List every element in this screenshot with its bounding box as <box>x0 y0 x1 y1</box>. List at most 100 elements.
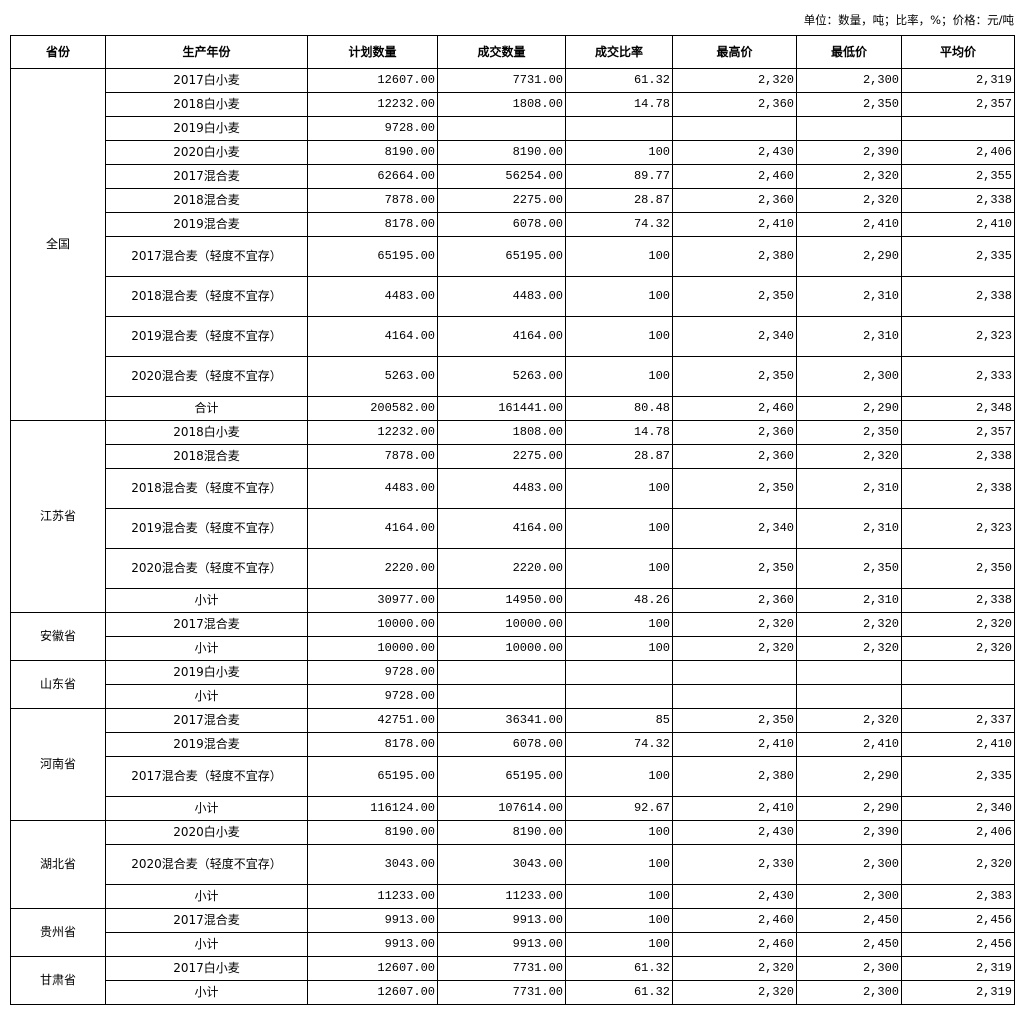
avg-price-cell: 2,319 <box>901 956 1015 981</box>
min-price-cell: 2,350 <box>796 92 902 117</box>
year-cell: 2018混合麦 <box>105 188 308 213</box>
planned-cell: 8178.00 <box>307 212 438 237</box>
year-cell: 2018混合麦（轻度不宜存） <box>105 276 308 317</box>
table-row: 贵州省 2017混合麦 9913.00 9913.00 100 2,460 2,450 2,4… <box>10 908 1015 957</box>
traded-cell: 3043.00 <box>437 844 566 885</box>
ratio-cell: 89.77 <box>565 164 673 189</box>
min-price-cell: 2,410 <box>796 212 902 237</box>
planned-cell: 7878.00 <box>307 444 438 469</box>
province-cell: 贵州省 <box>10 908 106 957</box>
max-price-cell: 2,410 <box>672 796 797 821</box>
planned-cell: 9728.00 <box>307 684 438 709</box>
avg-price-cell <box>901 660 1015 685</box>
year-cell: 小计 <box>105 884 308 909</box>
avg-price-cell: 2,338 <box>901 588 1015 613</box>
planned-cell: 2220.00 <box>307 548 438 589</box>
max-price-cell: 2,320 <box>672 980 797 1005</box>
table-row: 小计 9728.00 <box>11 684 1015 709</box>
table-row: 小计 12607.00 7731.00 61.32 2,320 2,300 2,319 <box>11 980 1015 1005</box>
traded-cell <box>437 116 566 141</box>
planned-cell: 4483.00 <box>307 276 438 317</box>
avg-price-cell: 2,323 <box>901 508 1015 549</box>
planned-cell: 8178.00 <box>307 732 438 757</box>
traded-cell: 1808.00 <box>437 92 566 117</box>
avg-price-cell: 2,406 <box>901 820 1015 845</box>
min-price-cell: 2,290 <box>796 796 902 821</box>
ratio-cell: 100 <box>565 236 673 277</box>
ratio-cell: 100 <box>565 548 673 589</box>
avg-price-cell: 2,456 <box>901 908 1015 933</box>
min-price-cell: 2,320 <box>796 164 902 189</box>
year-cell: 小计 <box>105 980 308 1005</box>
ratio-cell: 28.87 <box>565 188 673 213</box>
traded-cell: 107614.00 <box>437 796 566 821</box>
max-price-cell: 2,350 <box>672 356 797 397</box>
table-row: 2019混合麦 8178.00 6078.00 74.32 2,410 2,410 2,41… <box>11 732 1015 757</box>
avg-price-cell: 2,335 <box>901 756 1015 797</box>
min-price-cell: 2,300 <box>796 956 902 981</box>
avg-price-cell: 2,338 <box>901 276 1015 317</box>
max-price-cell: 2,430 <box>672 884 797 909</box>
province-cell: 湖北省 <box>10 820 106 909</box>
year-cell: 2017混合麦 <box>105 708 308 733</box>
max-price-cell: 2,350 <box>672 468 797 509</box>
table-row: 2018混合麦（轻度不宜存） 4483.00 4483.00 100 2,350 2,31… <box>11 276 1015 317</box>
planned-cell: 4164.00 <box>307 316 438 357</box>
table-row: 2019混合麦（轻度不宜存） 4164.00 4164.00 100 2,340 2,31… <box>11 316 1015 357</box>
planned-cell: 9728.00 <box>307 116 438 141</box>
max-price-cell: 2,430 <box>672 820 797 845</box>
table-row: 合计 200582.00 161441.00 80.48 2,460 2,290 2,348 <box>11 396 1015 421</box>
planned-cell: 12607.00 <box>307 68 438 93</box>
table-row: 2020混合麦（轻度不宜存） 2220.00 2220.00 100 2,350 2,35… <box>11 548 1015 589</box>
min-price-cell: 2,290 <box>796 756 902 797</box>
planned-cell: 12607.00 <box>307 956 438 981</box>
min-price-cell: 2,300 <box>796 980 902 1005</box>
year-cell: 小计 <box>105 636 308 661</box>
max-price-cell: 2,360 <box>672 444 797 469</box>
max-price-cell: 2,460 <box>672 396 797 421</box>
min-price-cell: 2,290 <box>796 396 902 421</box>
year-cell: 2017白小麦 <box>105 956 308 981</box>
min-price-cell: 2,290 <box>796 236 902 277</box>
table-row: 甘肃省 2017白小麦 12607.00 7731.00 61.32 2,320 2,300… <box>10 956 1015 1005</box>
avg-price-cell: 2,350 <box>901 548 1015 589</box>
planned-cell: 3043.00 <box>307 844 438 885</box>
traded-cell: 65195.00 <box>437 756 566 797</box>
planned-cell: 9913.00 <box>307 908 438 933</box>
ratio-cell: 100 <box>565 844 673 885</box>
table-row: 江苏省 2018白小麦 12232.00 1808.00 14.78 2,360 2,350… <box>10 420 1015 613</box>
year-cell: 2018混合麦（轻度不宜存） <box>105 468 308 509</box>
avg-price-cell: 2,320 <box>901 612 1015 637</box>
planned-cell: 65195.00 <box>307 756 438 797</box>
max-price-cell: 2,360 <box>672 92 797 117</box>
planned-cell: 116124.00 <box>307 796 438 821</box>
ratio-cell: 100 <box>565 612 673 637</box>
ratio-cell: 100 <box>565 756 673 797</box>
header-planned: 计划数量 <box>307 35 438 69</box>
traded-cell <box>437 684 566 709</box>
min-price-cell: 2,320 <box>796 708 902 733</box>
province-cell: 全国 <box>10 68 106 421</box>
year-cell: 2018白小麦 <box>105 92 308 117</box>
planned-cell: 65195.00 <box>307 236 438 277</box>
planned-cell: 10000.00 <box>307 636 438 661</box>
year-cell: 2019白小麦 <box>105 660 308 685</box>
header-avg-price: 平均价 <box>901 35 1015 69</box>
min-price-cell: 2,310 <box>796 316 902 357</box>
avg-price-cell: 2,338 <box>901 444 1015 469</box>
traded-cell: 8190.00 <box>437 820 566 845</box>
ratio-cell: 100 <box>565 356 673 397</box>
min-price-cell: 2,320 <box>796 188 902 213</box>
ratio-cell <box>565 116 673 141</box>
min-price-cell <box>796 684 902 709</box>
max-price-cell <box>672 660 797 685</box>
max-price-cell: 2,330 <box>672 844 797 885</box>
planned-cell: 30977.00 <box>307 588 438 613</box>
ratio-cell: 74.32 <box>565 732 673 757</box>
min-price-cell: 2,310 <box>796 588 902 613</box>
traded-cell: 4483.00 <box>437 468 566 509</box>
ratio-cell: 92.67 <box>565 796 673 821</box>
avg-price-cell: 2,320 <box>901 636 1015 661</box>
province-cell: 甘肃省 <box>10 956 106 1005</box>
planned-cell: 8190.00 <box>307 820 438 845</box>
